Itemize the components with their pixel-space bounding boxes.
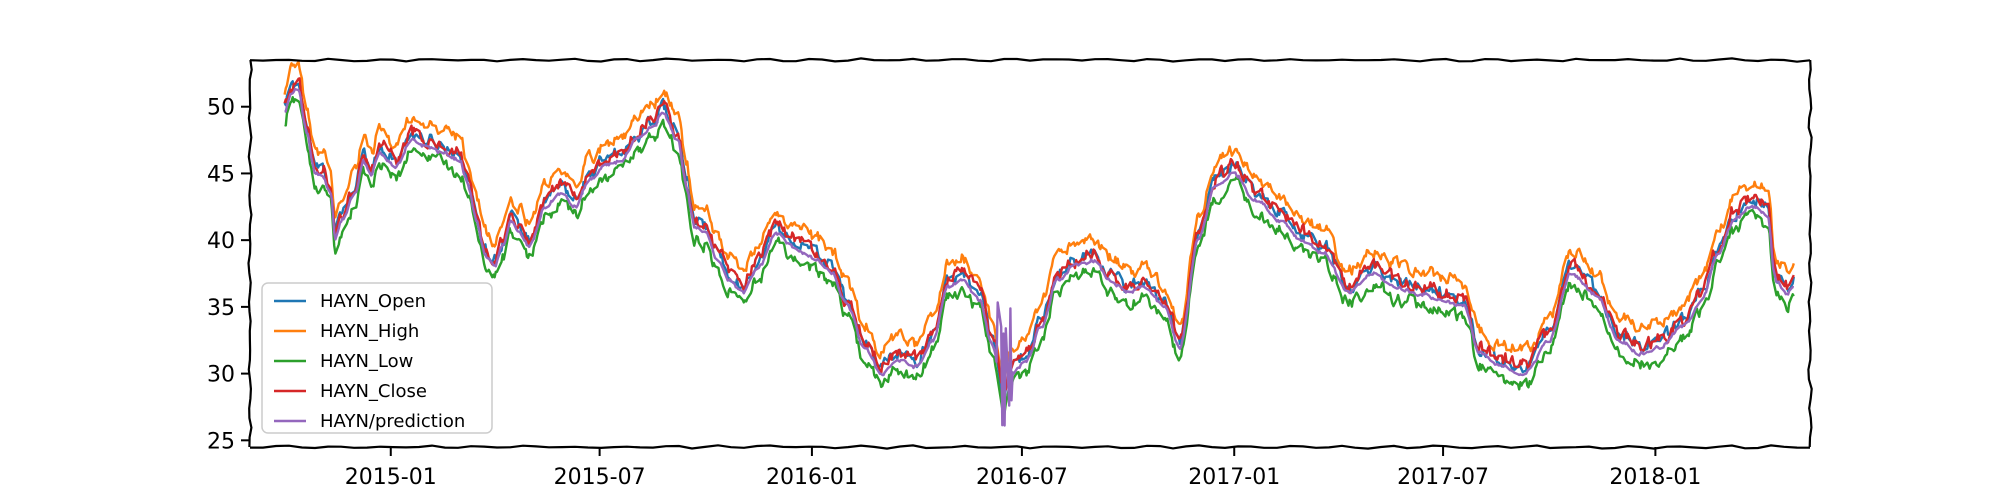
series-line-hayn-prediction (284, 87, 1795, 427)
legend-label: HAYN_Close (320, 381, 427, 402)
series-line-hayn-open (283, 80, 1795, 403)
y-tick-label: 45 (207, 162, 235, 187)
frame-bottom (250, 444, 1811, 450)
axes-frame (247, 57, 1813, 450)
x-tick-label: 2015-01 (345, 465, 437, 490)
x-tick-label: 2017-07 (1397, 465, 1489, 490)
y-axis: 25 30 35 40 45 50 (207, 96, 250, 454)
y-tick-label: 35 (207, 296, 235, 321)
y-tick-label: 40 (207, 229, 235, 254)
series-line-hayn-high (283, 60, 1795, 378)
legend-label: HAYN_High (320, 321, 419, 342)
x-tick-label: 2016-07 (976, 465, 1068, 490)
legend-label: HAYN_Open (320, 291, 426, 312)
x-tick-label: 2017-01 (1188, 465, 1280, 490)
frame-top (249, 57, 1811, 63)
legend-box (261, 282, 493, 434)
y-tick-label: 30 (207, 363, 235, 388)
legend: HAYN_Open HAYN_High HAYN_Low HAYN_Close HAYN… (261, 282, 493, 434)
y-tick-label: 25 (207, 429, 235, 454)
x-axis: 2015-01 2015-07 2016-01 2016-07 2017-01 2017-… (345, 447, 1701, 490)
series-line-hayn-low (284, 96, 1795, 418)
series-line-hayn-close (283, 77, 1795, 391)
plot-lines (283, 60, 1795, 427)
frame-right (1807, 59, 1813, 448)
y-tick-label: 50 (207, 96, 235, 121)
legend-label: HAYN_Low (320, 351, 413, 372)
frame-left (247, 59, 253, 448)
legend-label: HAYN/prediction (320, 411, 465, 432)
x-tick-label: 2016-01 (766, 465, 858, 490)
x-tick-label: 2018-01 (1609, 465, 1701, 490)
x-tick-label: 2015-07 (554, 465, 646, 490)
